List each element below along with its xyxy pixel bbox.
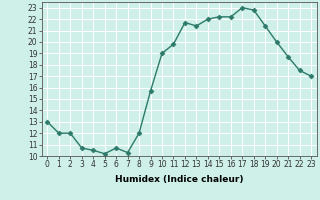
X-axis label: Humidex (Indice chaleur): Humidex (Indice chaleur) xyxy=(115,175,244,184)
